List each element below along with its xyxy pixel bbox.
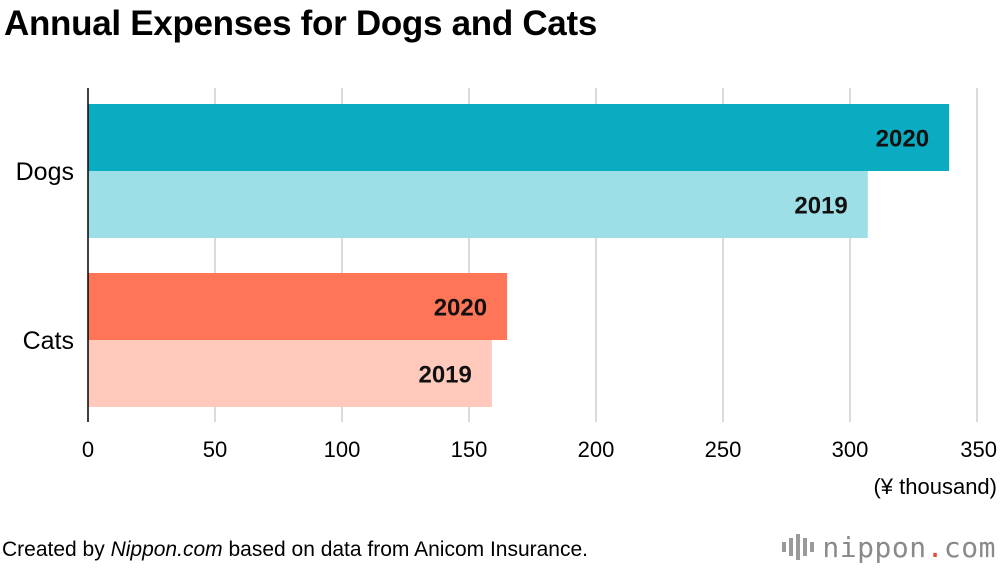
credit-suffix: based on data from Anicom Insurance.: [222, 538, 589, 561]
x-axis-ticks: 0 50 100 150 200 250 300 350: [82, 437, 997, 462]
bar-label: 2019: [418, 362, 471, 389]
bar-label: 2019: [794, 193, 847, 220]
logo-bars-icon: [782, 534, 815, 560]
bar-label: 2020: [876, 126, 929, 153]
x-tick-label: 200: [578, 437, 615, 462]
bar-dogs-2020: [88, 104, 950, 171]
credit-source: Nippon.com: [110, 538, 223, 561]
bar-chart: 2020 2019 2020 2019 0 50 100 150 200 250 300 350 D…: [16, 88, 997, 499]
bar-cats-2019: [88, 340, 492, 407]
category-label-dogs: Dogs: [16, 158, 74, 186]
chart-title: Annual Expenses for Dogs and Cats: [4, 4, 597, 43]
x-tick-label: 150: [451, 437, 488, 462]
x-tick-label: 50: [203, 437, 227, 462]
x-tick-label: 300: [832, 437, 869, 462]
x-axis-unit-label: (¥ thousand): [873, 474, 997, 499]
category-labels: Dogs Cats: [16, 158, 74, 355]
logo-dot: .: [926, 530, 944, 564]
logo-wordmark: nippon.com: [822, 530, 996, 564]
x-tick-label: 250: [705, 437, 742, 462]
x-tick-label: 100: [324, 437, 361, 462]
category-label-cats: Cats: [23, 327, 74, 355]
x-tick-label: 350: [960, 437, 997, 462]
footer-credit: Created by Nippon.com based on data from…: [2, 538, 588, 562]
bar-dogs-2019: [88, 171, 868, 238]
bar-label: 2020: [434, 295, 487, 322]
nippon-logo: nippon.com: [782, 530, 996, 564]
bar-cats-2020: [88, 273, 508, 340]
bars: 2020 2019 2020 2019: [88, 104, 950, 407]
credit-prefix: Created by: [2, 538, 111, 561]
x-tick-label: 0: [82, 437, 94, 462]
